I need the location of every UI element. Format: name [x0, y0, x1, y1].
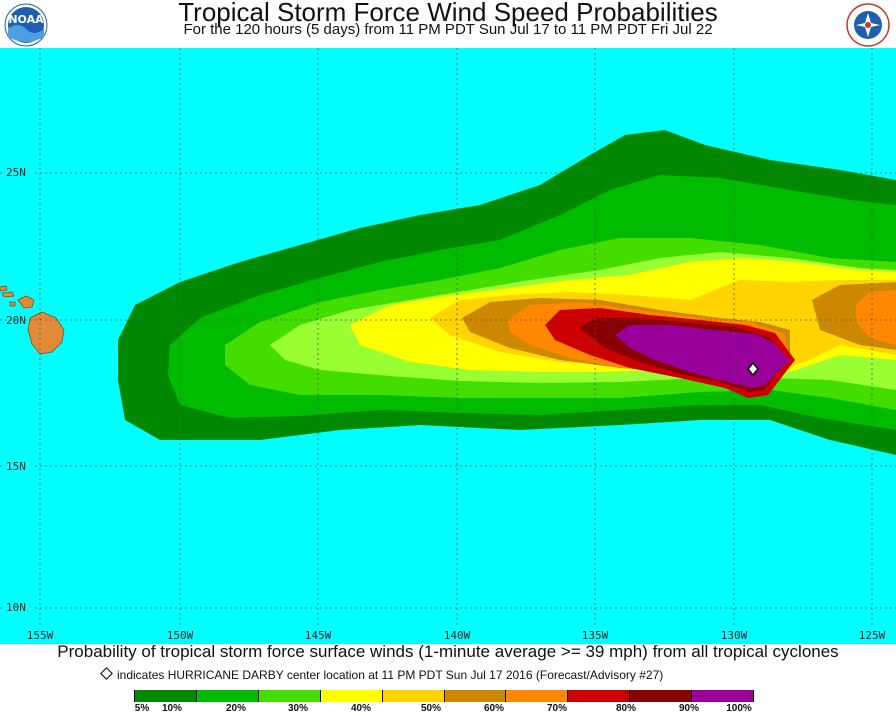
legend-swatch [258, 690, 321, 702]
noaa-logo-text: NOAA [8, 13, 44, 26]
legend-labels: 5% 10% 20% 30% 40% 50% 60% 70% 80% 90% 1… [0, 703, 896, 716]
lat-label-20n: 20N [6, 314, 26, 327]
lon-label-140w: 140W [444, 629, 471, 642]
legend-swatch [196, 690, 259, 702]
legend-label-20: 20% [225, 703, 247, 714]
caption-storm-center-text: indicates HURRICANE DARBY center locatio… [117, 668, 664, 682]
lat-label-bg-25 [4, 165, 34, 179]
island-molokai [1, 291, 15, 298]
lon-label-135w: 135W [582, 629, 609, 642]
legend-swatch [320, 690, 383, 702]
legend-label-80: 80% [615, 703, 637, 714]
lon-label-125w: 125W [859, 629, 886, 642]
hawaiian-islands [0, 285, 65, 355]
band-70pct-east [856, 290, 896, 345]
island-maui [17, 295, 35, 309]
diamond-marker-icon [100, 667, 113, 680]
lon-label-155w: 155W [27, 629, 54, 642]
legend-swatch [134, 690, 197, 702]
legend-swatch [382, 690, 445, 702]
legend-label-10: 10% [161, 703, 183, 714]
lat-label-bg-15 [4, 459, 34, 473]
island-lanai [9, 301, 16, 307]
legend-swatch [692, 690, 755, 702]
lon-label-145w: 145W [305, 629, 332, 642]
lat-label-10n: 10N [6, 601, 26, 614]
probability-color-legend [134, 690, 755, 702]
map-grid [0, 48, 896, 626]
caption-probability-description: Probability of tropical storm force surf… [57, 642, 839, 661]
island-big-island [27, 311, 65, 355]
legend-label-90: 90% [678, 703, 700, 714]
lon-label-150w: 150W [167, 629, 194, 642]
legend-swatch [630, 690, 693, 702]
header: NOAA Tropical Storm Force Wind Speed Pro… [0, 0, 896, 48]
lat-label-25n: 25N [6, 166, 26, 179]
legend-swatch [506, 690, 569, 702]
legend-label-5: 5% [134, 703, 150, 714]
page-subtitle: For the 120 hours (5 days) from 11 PM PD… [183, 21, 713, 38]
band-100pct [615, 325, 790, 388]
legend-label-70: 70% [546, 703, 568, 714]
noaa-logo-icon: NOAA [4, 3, 48, 47]
caption-storm-center: indicates HURRICANE DARBY center locatio… [100, 667, 664, 682]
legend-swatch [444, 690, 507, 702]
storm-center-diamond-icon [747, 361, 759, 377]
legend-label-100: 100% [726, 703, 752, 714]
lon-label-130w: 130W [721, 629, 748, 642]
island-oahu [0, 285, 8, 292]
footer: Probability of tropical storm force surf… [0, 642, 896, 716]
legend-label-60: 60% [483, 703, 505, 714]
legend-swatch [568, 690, 631, 702]
legend-label-50: 50% [420, 703, 442, 714]
nws-logo-icon [846, 3, 890, 47]
legend-label-40: 40% [350, 703, 372, 714]
probability-map: 25N 20N 15N 10N 155W 150W 145W 140W 135W… [0, 48, 896, 644]
legend-label-30: 30% [287, 703, 309, 714]
lat-label-bg-10 [4, 600, 34, 614]
page-title: Tropical Storm Force Wind Speed Probabil… [178, 0, 718, 27]
lat-label-15n: 15N [6, 460, 26, 473]
